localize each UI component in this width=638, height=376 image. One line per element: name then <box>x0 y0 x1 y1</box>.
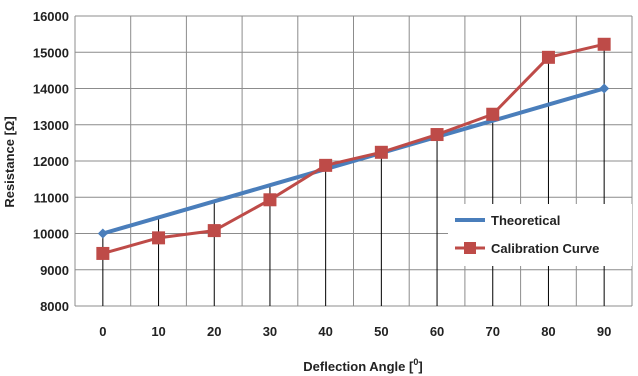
x-tick-label: 10 <box>151 324 165 339</box>
x-tick-label: 70 <box>486 324 500 339</box>
y-tick-label: 10000 <box>33 227 69 242</box>
x-tick-label: 50 <box>374 324 388 339</box>
y-tick-labels: 8000 9000 10000 11000 12000 13000 14000 15000 16… <box>33 9 69 314</box>
y-tick-label: 13000 <box>33 118 69 133</box>
legend-label: Theoretical <box>491 213 560 228</box>
data-point-calibration <box>263 193 277 207</box>
x-tick-label: 60 <box>430 324 444 339</box>
y-tick-label: 9000 <box>40 263 69 278</box>
data-point-calibration <box>430 128 444 142</box>
data-point-calibration <box>319 158 333 172</box>
legend: Theoretical Calibration Curve <box>448 204 632 266</box>
data-point-calibration <box>96 246 110 260</box>
x-tick-label: 0 <box>99 324 106 339</box>
data-point-calibration <box>597 37 611 51</box>
data-point-calibration <box>541 50 555 64</box>
data-point-calibration <box>207 224 221 238</box>
x-tick-label: 90 <box>597 324 611 339</box>
y-axis-title: Resistance [Ω] <box>2 116 17 207</box>
x-tick-label: 30 <box>263 324 277 339</box>
data-point-theoretical <box>97 228 108 239</box>
series-layer <box>96 37 611 260</box>
x-tick-label: 40 <box>318 324 332 339</box>
data-point-calibration <box>486 107 500 121</box>
y-tick-label: 16000 <box>33 9 69 24</box>
legend-marker <box>464 242 476 254</box>
data-point-calibration <box>374 145 388 159</box>
y-tick-label: 12000 <box>33 154 69 169</box>
x-tick-label: 20 <box>207 324 221 339</box>
y-tick-label: 8000 <box>40 299 69 314</box>
y-tick-label: 15000 <box>33 45 69 60</box>
x-axis-title: Deflection Angle [0] <box>303 357 422 374</box>
legend-box <box>448 204 632 266</box>
data-point-calibration <box>152 231 166 245</box>
y-tick-label: 11000 <box>34 190 69 205</box>
data-point-theoretical <box>599 83 610 94</box>
y-tick-label: 14000 <box>33 82 69 97</box>
x-tick-label: 80 <box>541 324 555 339</box>
series-line-theoretical <box>102 86 605 236</box>
x-tick-labels: 0 10 20 30 40 50 60 70 80 90 <box>99 324 611 339</box>
series-line-calibration <box>102 42 605 255</box>
legend-label: Calibration Curve <box>491 241 599 256</box>
